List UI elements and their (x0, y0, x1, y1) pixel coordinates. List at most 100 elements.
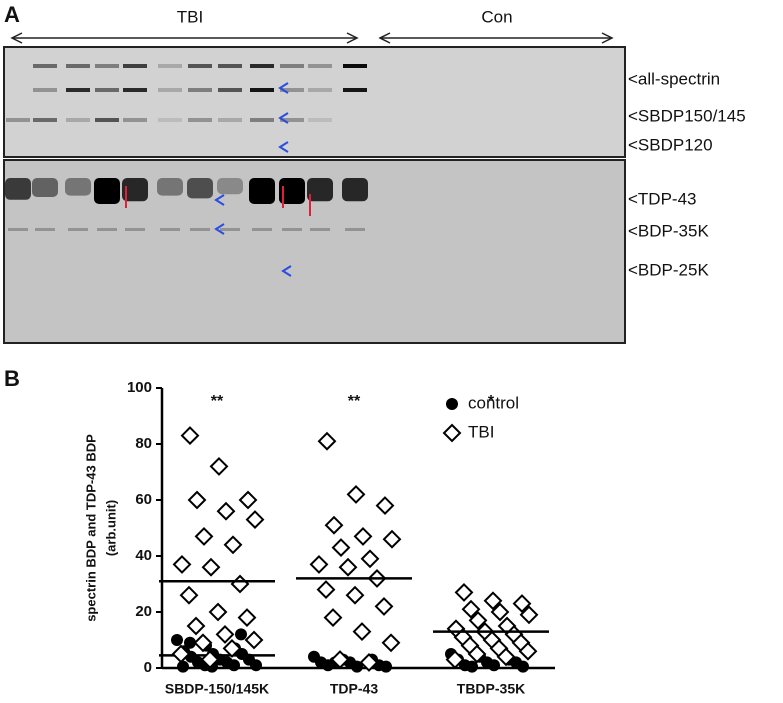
band (188, 64, 212, 68)
band (188, 118, 212, 122)
point (517, 660, 529, 673)
x-tick-label: TDP-43 (330, 681, 378, 697)
band (218, 88, 242, 92)
point (179, 585, 199, 605)
band (158, 118, 182, 122)
point (345, 585, 365, 605)
point (466, 660, 478, 673)
point (187, 490, 207, 510)
point (317, 431, 337, 451)
arrow-marker (214, 194, 225, 206)
significance: ** (211, 393, 224, 410)
band (250, 64, 274, 68)
point (519, 605, 539, 625)
blot-top (3, 46, 626, 158)
band-label: <BDP-35K (628, 221, 709, 240)
point (454, 582, 474, 602)
point (180, 426, 200, 446)
point (238, 490, 258, 510)
point (245, 510, 265, 530)
legend-label: TBI (468, 422, 494, 441)
group-label: Con (481, 7, 512, 26)
point (483, 591, 503, 611)
band-label: <BDP-25K (628, 260, 709, 279)
point (316, 580, 336, 600)
point (512, 594, 532, 614)
band (250, 118, 274, 122)
point (488, 659, 500, 672)
band-label: <SBDP120 (628, 135, 713, 154)
y-tick-label: 100 (127, 379, 152, 396)
band (160, 228, 180, 231)
band (123, 64, 147, 68)
point (194, 526, 214, 546)
band (280, 88, 304, 92)
band (97, 228, 117, 231)
band (123, 88, 147, 92)
band (280, 64, 304, 68)
point (177, 660, 189, 673)
band (218, 64, 242, 68)
x-tick-label: TBDP-35K (457, 681, 525, 697)
band (252, 228, 272, 231)
point (200, 650, 220, 670)
band (158, 64, 182, 68)
band (95, 64, 119, 68)
band (157, 178, 183, 196)
band (66, 118, 90, 122)
band (279, 178, 305, 204)
point (351, 660, 363, 673)
point (215, 624, 235, 644)
band (308, 88, 332, 92)
band (343, 88, 367, 92)
band (8, 228, 28, 231)
y-tick-label: 0 (144, 659, 152, 676)
arrow-marker (278, 112, 289, 124)
point (309, 554, 329, 574)
point (360, 549, 380, 569)
point (496, 647, 516, 667)
point (228, 659, 240, 672)
band (343, 64, 367, 68)
point (446, 398, 458, 410)
band (282, 228, 302, 231)
point (216, 501, 236, 521)
point (467, 644, 487, 664)
point (461, 599, 481, 619)
band (35, 228, 55, 231)
y-tick-label: 80 (135, 435, 152, 452)
band (218, 118, 242, 122)
point (375, 496, 395, 516)
point (209, 456, 229, 476)
band (68, 228, 88, 231)
y-tick-label: 20 (135, 603, 152, 620)
y-axis-label: (arb.unit) (103, 500, 118, 556)
arrow-marker (278, 82, 289, 94)
band (308, 118, 332, 122)
band (95, 88, 119, 92)
significance: * (488, 393, 495, 410)
y-tick-label: 40 (135, 547, 152, 564)
point (223, 535, 243, 555)
blot-bands (5, 64, 368, 277)
point (346, 484, 366, 504)
band (65, 178, 91, 196)
arrow-marker (214, 223, 225, 235)
band-label: <SBDP150/145 (628, 106, 746, 125)
band (220, 228, 240, 231)
band (249, 178, 275, 204)
point (172, 554, 192, 574)
point (186, 616, 206, 636)
point (171, 634, 183, 646)
point (208, 602, 228, 622)
point (374, 596, 394, 616)
point (193, 633, 213, 653)
point (352, 622, 372, 642)
band (280, 118, 304, 122)
y-axis-label: spectrin BDP and TDP-43 BDP (83, 434, 98, 622)
band (217, 178, 243, 195)
panel-label: B (4, 366, 20, 391)
y-tick-label: 60 (135, 491, 152, 508)
point (380, 660, 392, 673)
